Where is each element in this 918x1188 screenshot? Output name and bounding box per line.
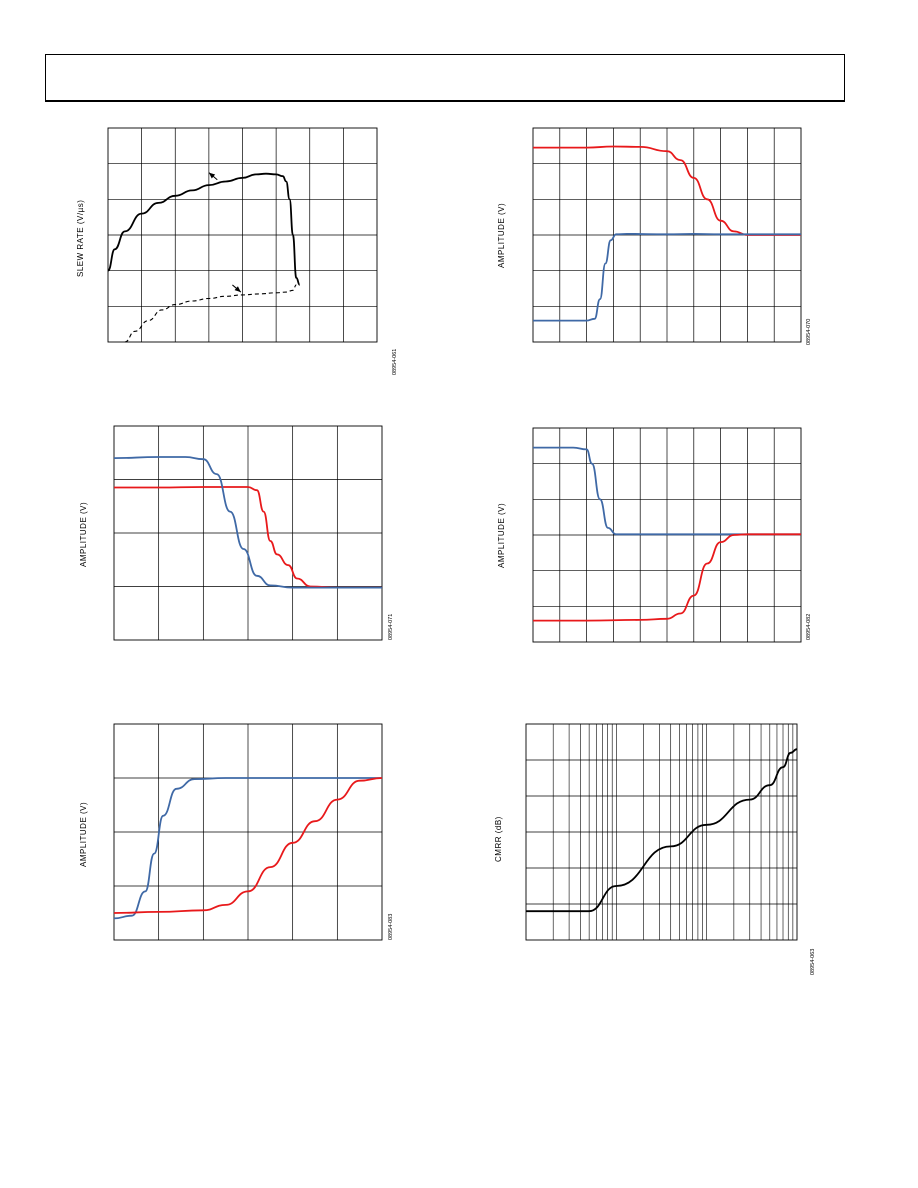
c3-series-1-line — [113, 456, 382, 589]
c5-series-1-line — [113, 777, 383, 914]
c1-figure-id: 08954-061 — [392, 348, 398, 375]
c6-series-0-line — [525, 748, 798, 913]
c5-y-axis-label: AMPLITUDE (V) — [79, 801, 88, 867]
c3-figure-id: 08954-071 — [388, 613, 394, 640]
c5-series-0-line — [113, 777, 382, 920]
c2-y-axis-label: AMPLITUDE (V) — [497, 202, 506, 268]
c3-y-axis-label: AMPLITUDE (V) — [79, 501, 88, 567]
c4-y-axis-label: AMPLITUDE (V) — [497, 502, 506, 568]
c1-arrow-0-head — [208, 172, 216, 179]
c1-plot-frame — [107, 127, 378, 343]
page-header-box — [45, 54, 845, 102]
c1-arrow-1-head — [234, 286, 241, 293]
c5-figure-id: 08954-083 — [388, 913, 394, 940]
c3-series-0-line — [113, 486, 382, 589]
c1-series-0-line — [107, 172, 301, 286]
c4-series-1-line — [533, 533, 801, 622]
c2-figure-id: 08954-070 — [806, 318, 812, 345]
c6-figure-id: 08954-063 — [810, 948, 816, 975]
c4-series-0-line — [532, 446, 801, 536]
c1-series-1-line — [124, 284, 297, 343]
c2-series-1-line — [533, 233, 801, 322]
c2-series-0-line — [533, 145, 801, 236]
c5-plot-frame — [113, 723, 383, 941]
c6-plot-frame — [525, 723, 798, 941]
c3-plot-frame — [113, 425, 383, 641]
c4-figure-id: 08954-082 — [806, 613, 812, 640]
c1-y-axis-label: SLEW RATE (V/µs) — [76, 199, 85, 277]
c6-y-axis-label: CMRR (dB) — [494, 816, 503, 862]
